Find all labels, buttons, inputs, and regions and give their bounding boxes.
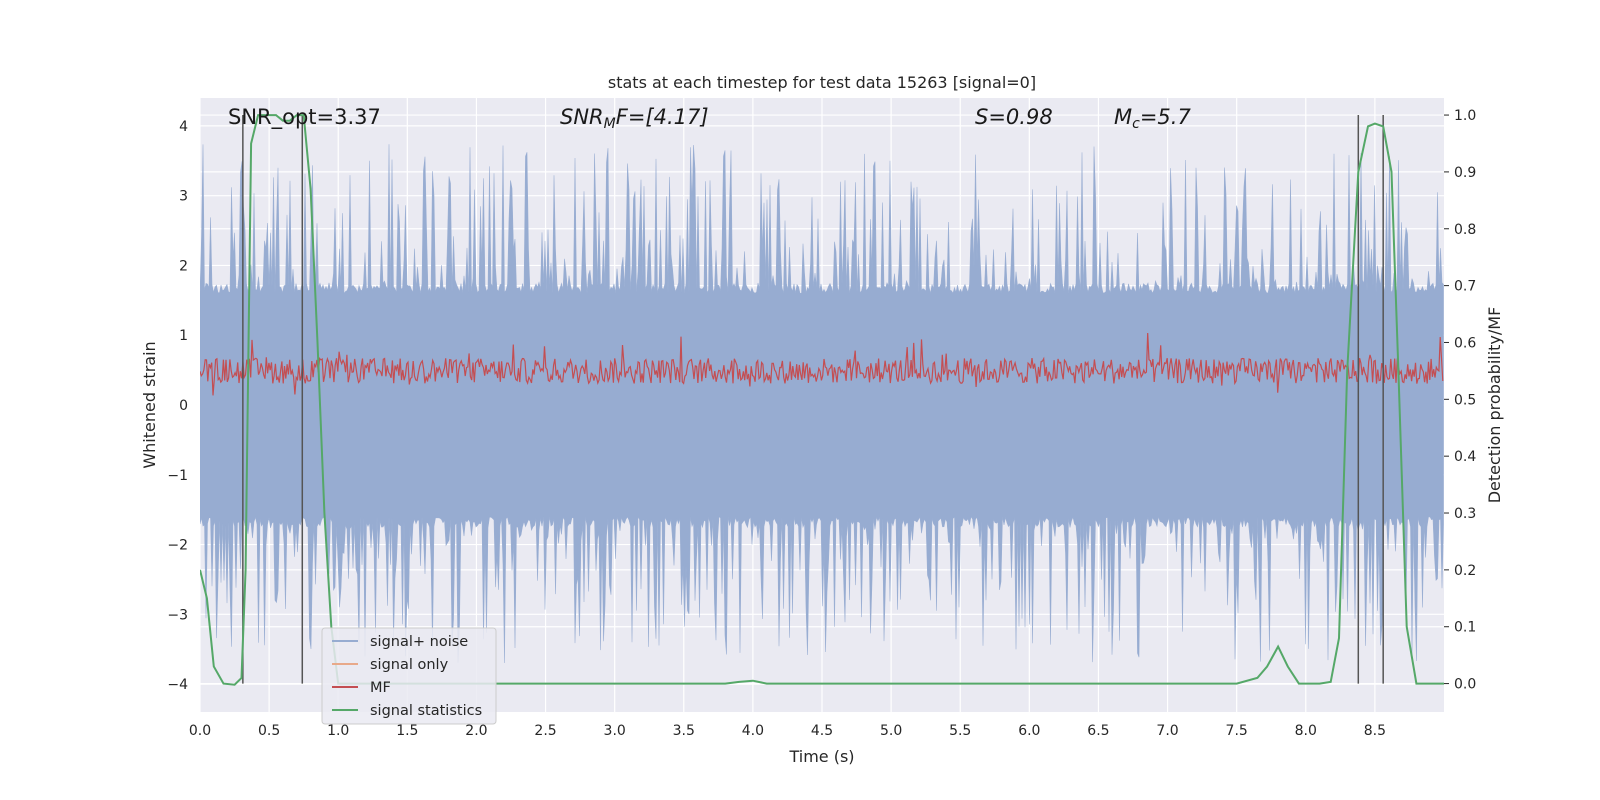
x-tick-label: 2.0 xyxy=(465,723,487,739)
annotation-snr-mf-rest: F=[4.17] xyxy=(616,105,709,129)
x-tick-label: 4.5 xyxy=(811,723,833,739)
legend: signal+ noise signal only MF signal stat… xyxy=(321,627,497,725)
annotation-mc-sub: c xyxy=(1132,116,1140,132)
y-tick-label-right: 0.1 xyxy=(1454,620,1476,636)
x-axis-label: Time (s) xyxy=(788,747,854,766)
legend-label-signal-noise: signal+ noise xyxy=(370,634,468,650)
x-tick-label: 1.5 xyxy=(396,723,418,739)
x-tick-label: 0.0 xyxy=(189,723,211,739)
y-tick-label-right: 0.0 xyxy=(1454,677,1476,693)
x-tick-label: 5.0 xyxy=(880,723,902,739)
x-tick-label: 5.5 xyxy=(949,723,971,739)
y-tick-label-right: 0.3 xyxy=(1454,506,1476,522)
x-tick-label: 2.5 xyxy=(534,723,556,739)
y-tick-label-right: 0.4 xyxy=(1454,449,1476,465)
x-tick-label: 4.0 xyxy=(742,723,764,739)
y-tick-label-left: 0 xyxy=(179,398,188,414)
annotation-snr-mf-base: SNR xyxy=(560,105,604,129)
x-tick-label: 6.0 xyxy=(1018,723,1040,739)
y-tick-label-left: −2 xyxy=(167,538,188,554)
series-mf xyxy=(200,332,1444,396)
chart-title: stats at each timestep for test data 152… xyxy=(608,73,1036,92)
x-tick-label: 6.5 xyxy=(1087,723,1109,739)
ticks: 0.0 0.5 1.0 1.5 2.0 2.5 3.0 3.5 4.0 4.5 5.0 5.5 6.0 6… xyxy=(167,108,1476,739)
series-layer xyxy=(200,114,1444,686)
legend-label-signal-statistics: signal statistics xyxy=(370,703,482,719)
y-axis-label-right: Detection probability/MF xyxy=(1485,307,1504,504)
y-axis-label-left: Whitened strain xyxy=(140,341,159,468)
legend-label-signal-only: signal only xyxy=(370,657,449,673)
annotation-snr-mf: SNRMF=[4.17] xyxy=(560,105,709,132)
x-tick-label: 1.0 xyxy=(327,723,349,739)
series-signal-noise xyxy=(200,144,1444,664)
x-tick-label: 3.0 xyxy=(604,723,626,739)
legend-box xyxy=(321,627,497,725)
y-tick-label-right: 0.6 xyxy=(1454,335,1476,351)
y-tick-label-right: 0.2 xyxy=(1454,563,1476,579)
annotation-mc: Mc=5.7 xyxy=(1114,105,1191,132)
y-tick-label-right: 1.0 xyxy=(1454,108,1476,124)
annotation-snr-mf-sub: M xyxy=(604,116,616,132)
annotation-mc-rest: =5.7 xyxy=(1140,105,1192,129)
y-tick-label-right: 0.5 xyxy=(1454,392,1476,408)
x-tick-label: 7.0 xyxy=(1156,723,1178,739)
x-tick-label: 8.5 xyxy=(1364,723,1386,739)
annotation-snr-opt: SNR_opt=3.37 xyxy=(228,105,381,130)
y-tick-label-right: 0.7 xyxy=(1454,279,1476,295)
y-tick-label-left: 1 xyxy=(179,328,188,344)
x-tick-label: 0.5 xyxy=(258,723,280,739)
legend-label-mf: MF xyxy=(370,680,391,696)
series-signal-statistics xyxy=(200,114,1444,686)
annotation-s-stat: S=0.98 xyxy=(975,105,1053,129)
y-tick-label-left: 3 xyxy=(179,189,188,205)
x-tick-label: 7.5 xyxy=(1226,723,1248,739)
x-tick-label: 8.0 xyxy=(1295,723,1317,739)
y-tick-label-left: −4 xyxy=(167,677,188,693)
y-tick-label-left: −1 xyxy=(167,468,188,484)
y-tick-label-left: 4 xyxy=(179,119,188,135)
x-tick-label: 3.5 xyxy=(673,723,695,739)
y-tick-label-left: 2 xyxy=(179,258,188,274)
y-tick-label-right: 0.8 xyxy=(1454,222,1476,238)
annotation-mc-base: M xyxy=(1114,105,1132,129)
y-tick-label-right: 0.9 xyxy=(1454,165,1476,181)
y-tick-label-left: −3 xyxy=(167,607,188,623)
